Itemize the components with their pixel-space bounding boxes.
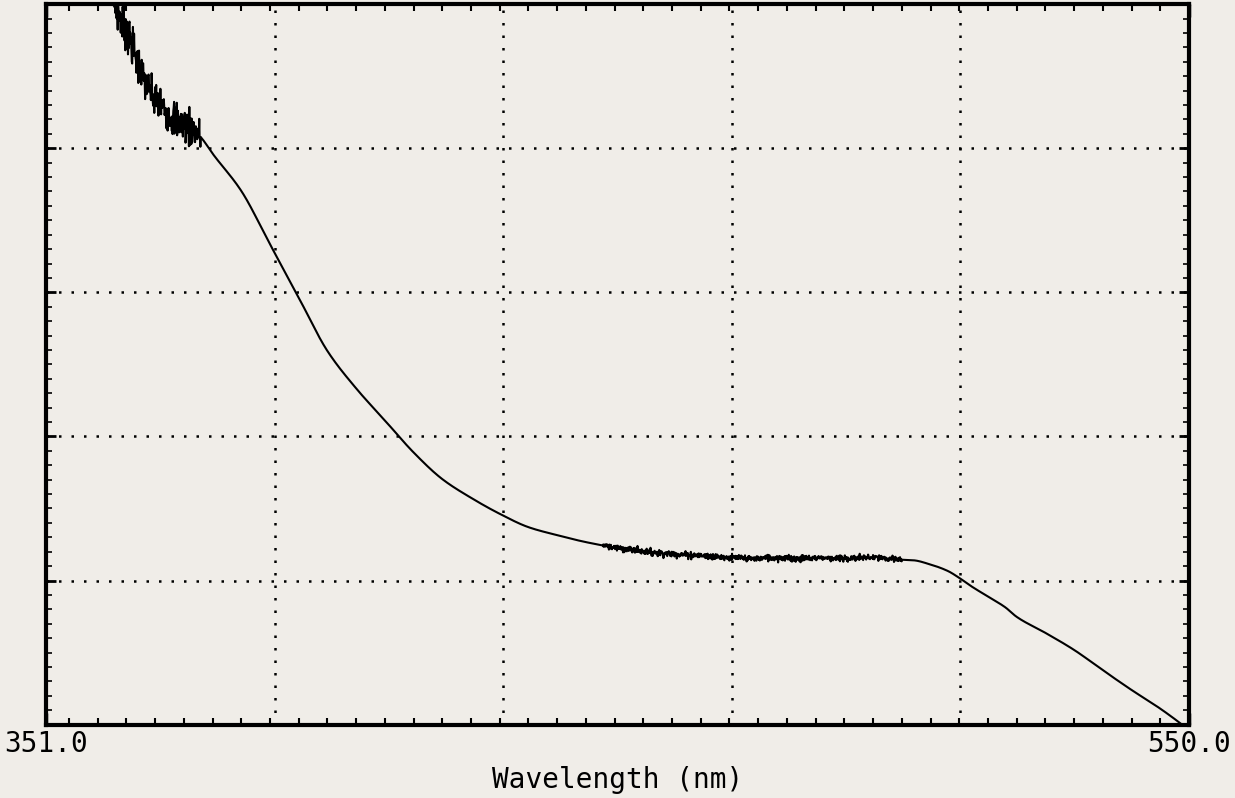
- X-axis label: Wavelength (nm): Wavelength (nm): [492, 766, 743, 794]
